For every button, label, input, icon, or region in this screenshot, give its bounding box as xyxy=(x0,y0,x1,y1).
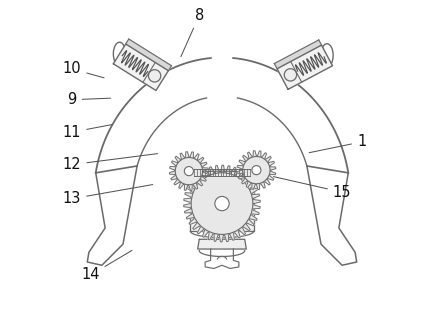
Polygon shape xyxy=(190,176,254,231)
Circle shape xyxy=(191,173,253,234)
Polygon shape xyxy=(274,40,321,69)
Circle shape xyxy=(252,166,261,175)
Polygon shape xyxy=(237,151,276,189)
Circle shape xyxy=(175,157,202,185)
Polygon shape xyxy=(170,152,208,190)
Text: 11: 11 xyxy=(63,125,112,140)
Polygon shape xyxy=(184,165,260,242)
Text: 12: 12 xyxy=(63,154,158,172)
Circle shape xyxy=(243,156,270,184)
Text: 1: 1 xyxy=(309,134,366,153)
Text: 9: 9 xyxy=(67,92,111,107)
Polygon shape xyxy=(113,44,168,91)
Text: 10: 10 xyxy=(63,61,104,78)
Text: 14: 14 xyxy=(81,250,132,283)
Circle shape xyxy=(184,167,194,176)
Text: 13: 13 xyxy=(63,185,153,206)
Polygon shape xyxy=(198,239,246,249)
Circle shape xyxy=(284,69,297,81)
Circle shape xyxy=(215,197,229,211)
Text: 15: 15 xyxy=(274,177,351,200)
Text: 8: 8 xyxy=(181,8,204,57)
Circle shape xyxy=(148,70,161,82)
Polygon shape xyxy=(277,45,333,89)
Polygon shape xyxy=(126,39,171,71)
